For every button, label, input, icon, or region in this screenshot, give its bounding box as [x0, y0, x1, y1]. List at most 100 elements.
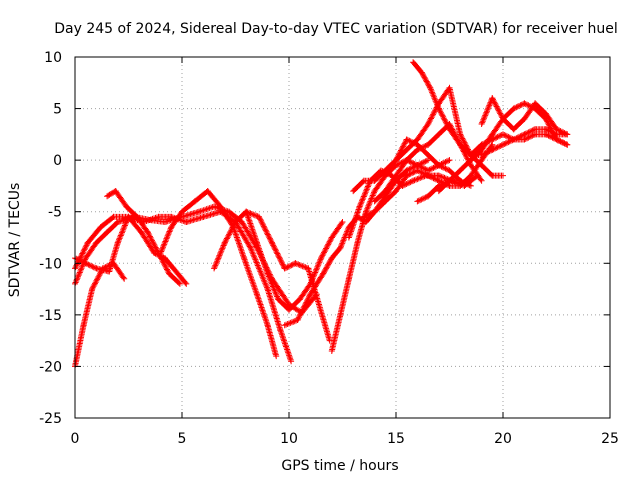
- y-tick-label: 10: [44, 50, 62, 66]
- data-point-segment: [457, 177, 474, 189]
- data-point-segment: [446, 167, 464, 184]
- data-point-segment: [425, 182, 442, 200]
- data-point-segment: [532, 105, 549, 122]
- data-point-segment: [82, 239, 100, 262]
- tick-layer: 0 5 10 15 20 25 -25 -20 -15 -10 -5 0 5 10: [39, 50, 619, 447]
- data-point-segment: [553, 126, 571, 138]
- series-track-20: [478, 95, 571, 138]
- data-point-segment: [307, 255, 325, 287]
- y-tick-label: -10: [39, 256, 62, 272]
- data-point-segment: [112, 188, 130, 210]
- series-track-8: [243, 208, 346, 313]
- data-point-segment: [328, 219, 346, 241]
- data-point-segment: [345, 239, 361, 282]
- data-point-segment: [97, 213, 117, 231]
- x-tick-label: 25: [601, 431, 619, 447]
- data-point-segment: [114, 213, 132, 246]
- data-point-segment: [328, 244, 344, 262]
- data-point-segment: [204, 188, 224, 210]
- data-point-segment: [393, 172, 410, 195]
- series-track-18: [435, 100, 571, 195]
- data-point-segment: [268, 239, 288, 272]
- data-point-segment: [446, 84, 464, 138]
- data-point-segment: [393, 146, 410, 164]
- data-point-segment: [241, 255, 260, 298]
- data-point-segment: [363, 188, 378, 215]
- series-track-5: [104, 188, 183, 287]
- data-point-segment: [72, 322, 87, 370]
- data-point-segment: [286, 296, 303, 313]
- data-point-segment: [337, 224, 352, 251]
- data-point-segment: [138, 229, 158, 256]
- series-track-19: [467, 131, 571, 158]
- data-point-segment: [425, 100, 442, 127]
- data-point-segment: [435, 177, 453, 195]
- data-point-segment: [371, 167, 389, 184]
- data-point-segment: [446, 126, 464, 148]
- data-point-segment: [166, 270, 183, 287]
- series-track-6: [157, 188, 280, 360]
- data-point-segment: [170, 265, 190, 287]
- data-point-segment: [256, 213, 275, 246]
- data-point-segment: [294, 291, 314, 323]
- data-point-segment: [467, 146, 485, 164]
- data-point-segment: [320, 255, 335, 277]
- data-point-segment: [403, 146, 421, 164]
- data-point-segment: [179, 198, 198, 215]
- data-point-segment: [221, 219, 239, 246]
- data-point-segment: [532, 100, 549, 117]
- data-point-segment: [425, 152, 442, 169]
- data-point-segment: [382, 188, 399, 205]
- data-point-segment: [510, 115, 528, 133]
- data-point-segment: [393, 157, 410, 179]
- data-point-segment: [84, 224, 104, 246]
- data-point-segment: [350, 177, 367, 195]
- x-tick-label: 10: [280, 431, 298, 447]
- data-point-segment: [356, 177, 374, 210]
- data-point-segment: [144, 229, 162, 256]
- data-point-segment: [123, 203, 141, 220]
- data-point-segment: [345, 203, 363, 241]
- chart-title: Day 245 of 2024, Sidereal Day-to-day VTE…: [54, 21, 617, 37]
- data-point-segment: [104, 219, 121, 236]
- data-point-segment: [371, 198, 389, 215]
- data-layer: [72, 59, 571, 370]
- data-point-segment: [467, 162, 485, 184]
- data-point-segment: [316, 301, 333, 344]
- data-point-segment: [371, 172, 389, 195]
- x-tick-label: 20: [494, 431, 512, 447]
- series-track-16: [414, 177, 474, 205]
- data-point-segment: [418, 69, 434, 91]
- data-point-segment: [382, 172, 399, 195]
- data-point-segment: [318, 234, 335, 262]
- data-point-segment: [403, 136, 421, 153]
- data-point-segment: [382, 157, 399, 174]
- data-point-segment: [337, 275, 352, 318]
- data-point-segment: [253, 291, 271, 329]
- data-point-segment: [161, 255, 177, 272]
- data-point-segment: [247, 244, 271, 293]
- data-point-segment: [414, 121, 432, 143]
- data-point-segment: [489, 95, 506, 122]
- data-point-segment: [467, 141, 485, 158]
- data-point-segment: [264, 322, 280, 360]
- data-point-segment: [457, 157, 474, 174]
- y-tick-label: -15: [39, 308, 62, 324]
- data-point-segment: [328, 311, 344, 354]
- x-axis-label: GPS time / hours: [281, 458, 398, 474]
- y-tick-label: 0: [53, 153, 62, 169]
- data-point-segment: [106, 239, 121, 275]
- data-point-segment: [211, 239, 228, 272]
- data-point-segment: [110, 260, 128, 282]
- data-point-segment: [277, 327, 295, 365]
- data-point-segment: [157, 224, 175, 256]
- y-axis-label: SDTVAR / TECUs: [7, 183, 23, 298]
- plot-frame: [74, 56, 611, 419]
- y-tick-label: -25: [39, 411, 62, 427]
- data-point-segment: [296, 280, 314, 303]
- data-point-segment: [553, 136, 571, 148]
- data-point-segment: [542, 110, 560, 133]
- x-tick-label: 5: [178, 431, 187, 447]
- y-tick-label: 5: [53, 102, 62, 118]
